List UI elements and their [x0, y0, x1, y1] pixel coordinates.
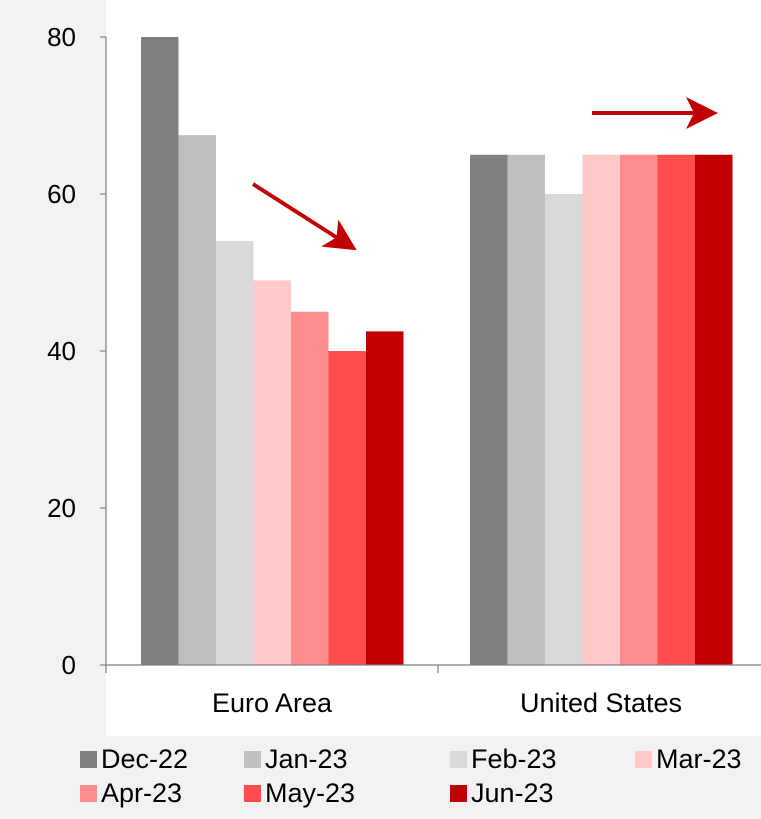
legend-swatch: [80, 751, 97, 768]
bar-apr-23-euro-area: [291, 311, 329, 665]
legend-swatch: [635, 751, 652, 768]
axes-group: 0 20 40 60 80 Euro Area United States: [47, 22, 761, 718]
legend-swatch: [244, 751, 261, 768]
y-tick-label: 80: [47, 22, 76, 52]
bar-jun-23-euro-area: [366, 331, 404, 666]
bar-jun-23-united-states: [695, 154, 733, 665]
y-tick-label: 40: [47, 336, 76, 366]
legend-item: Apr-23: [80, 778, 182, 809]
legend-item: Jan-23: [244, 744, 348, 775]
legend-item: Dec-22: [80, 744, 188, 775]
legend-label: Feb-23: [471, 744, 557, 774]
y-tick-label: 20: [47, 493, 76, 523]
legend-swatch: [450, 785, 467, 802]
y-tick-label: 0: [62, 650, 76, 680]
legend-label: Dec-22: [101, 744, 189, 774]
trend-arrow-down-right: [251, 182, 357, 251]
bar-dec-22-united-states: [470, 154, 508, 665]
bar-apr-23-united-states: [620, 154, 658, 665]
bars-group: [141, 37, 733, 666]
bar-may-23-euro-area: [328, 351, 366, 665]
bar-feb-23-euro-area: [216, 241, 254, 665]
bar-dec-22-euro-area: [141, 37, 179, 665]
x-category-label: United States: [520, 688, 682, 718]
bar-may-23-united-states: [657, 154, 695, 665]
bar-mar-23-united-states: [582, 154, 620, 665]
legend-label: Jan-23: [265, 744, 348, 774]
bar-mar-23-euro-area: [253, 280, 291, 665]
x-category-label: Euro Area: [212, 688, 333, 718]
legend-item: Mar-23: [635, 744, 742, 775]
bar-jan-23-euro-area: [178, 135, 216, 666]
bar-jan-23-united-states: [507, 154, 545, 665]
legend-swatch: [244, 785, 261, 802]
legend-label: May-23: [265, 778, 356, 808]
y-tick-label: 60: [47, 179, 76, 209]
legend-swatch: [450, 751, 467, 768]
legend-label: Jun-23: [471, 778, 554, 808]
legend-label: Mar-23: [656, 744, 742, 774]
legend-swatch: [80, 785, 97, 802]
legend-label: Apr-23: [101, 778, 183, 808]
legend-item: May-23: [244, 778, 355, 809]
legend-item: Feb-23: [450, 744, 557, 775]
bar-feb-23-united-states: [545, 194, 583, 665]
annotations-group: [251, 97, 718, 251]
legend-item: Jun-23: [450, 778, 554, 809]
